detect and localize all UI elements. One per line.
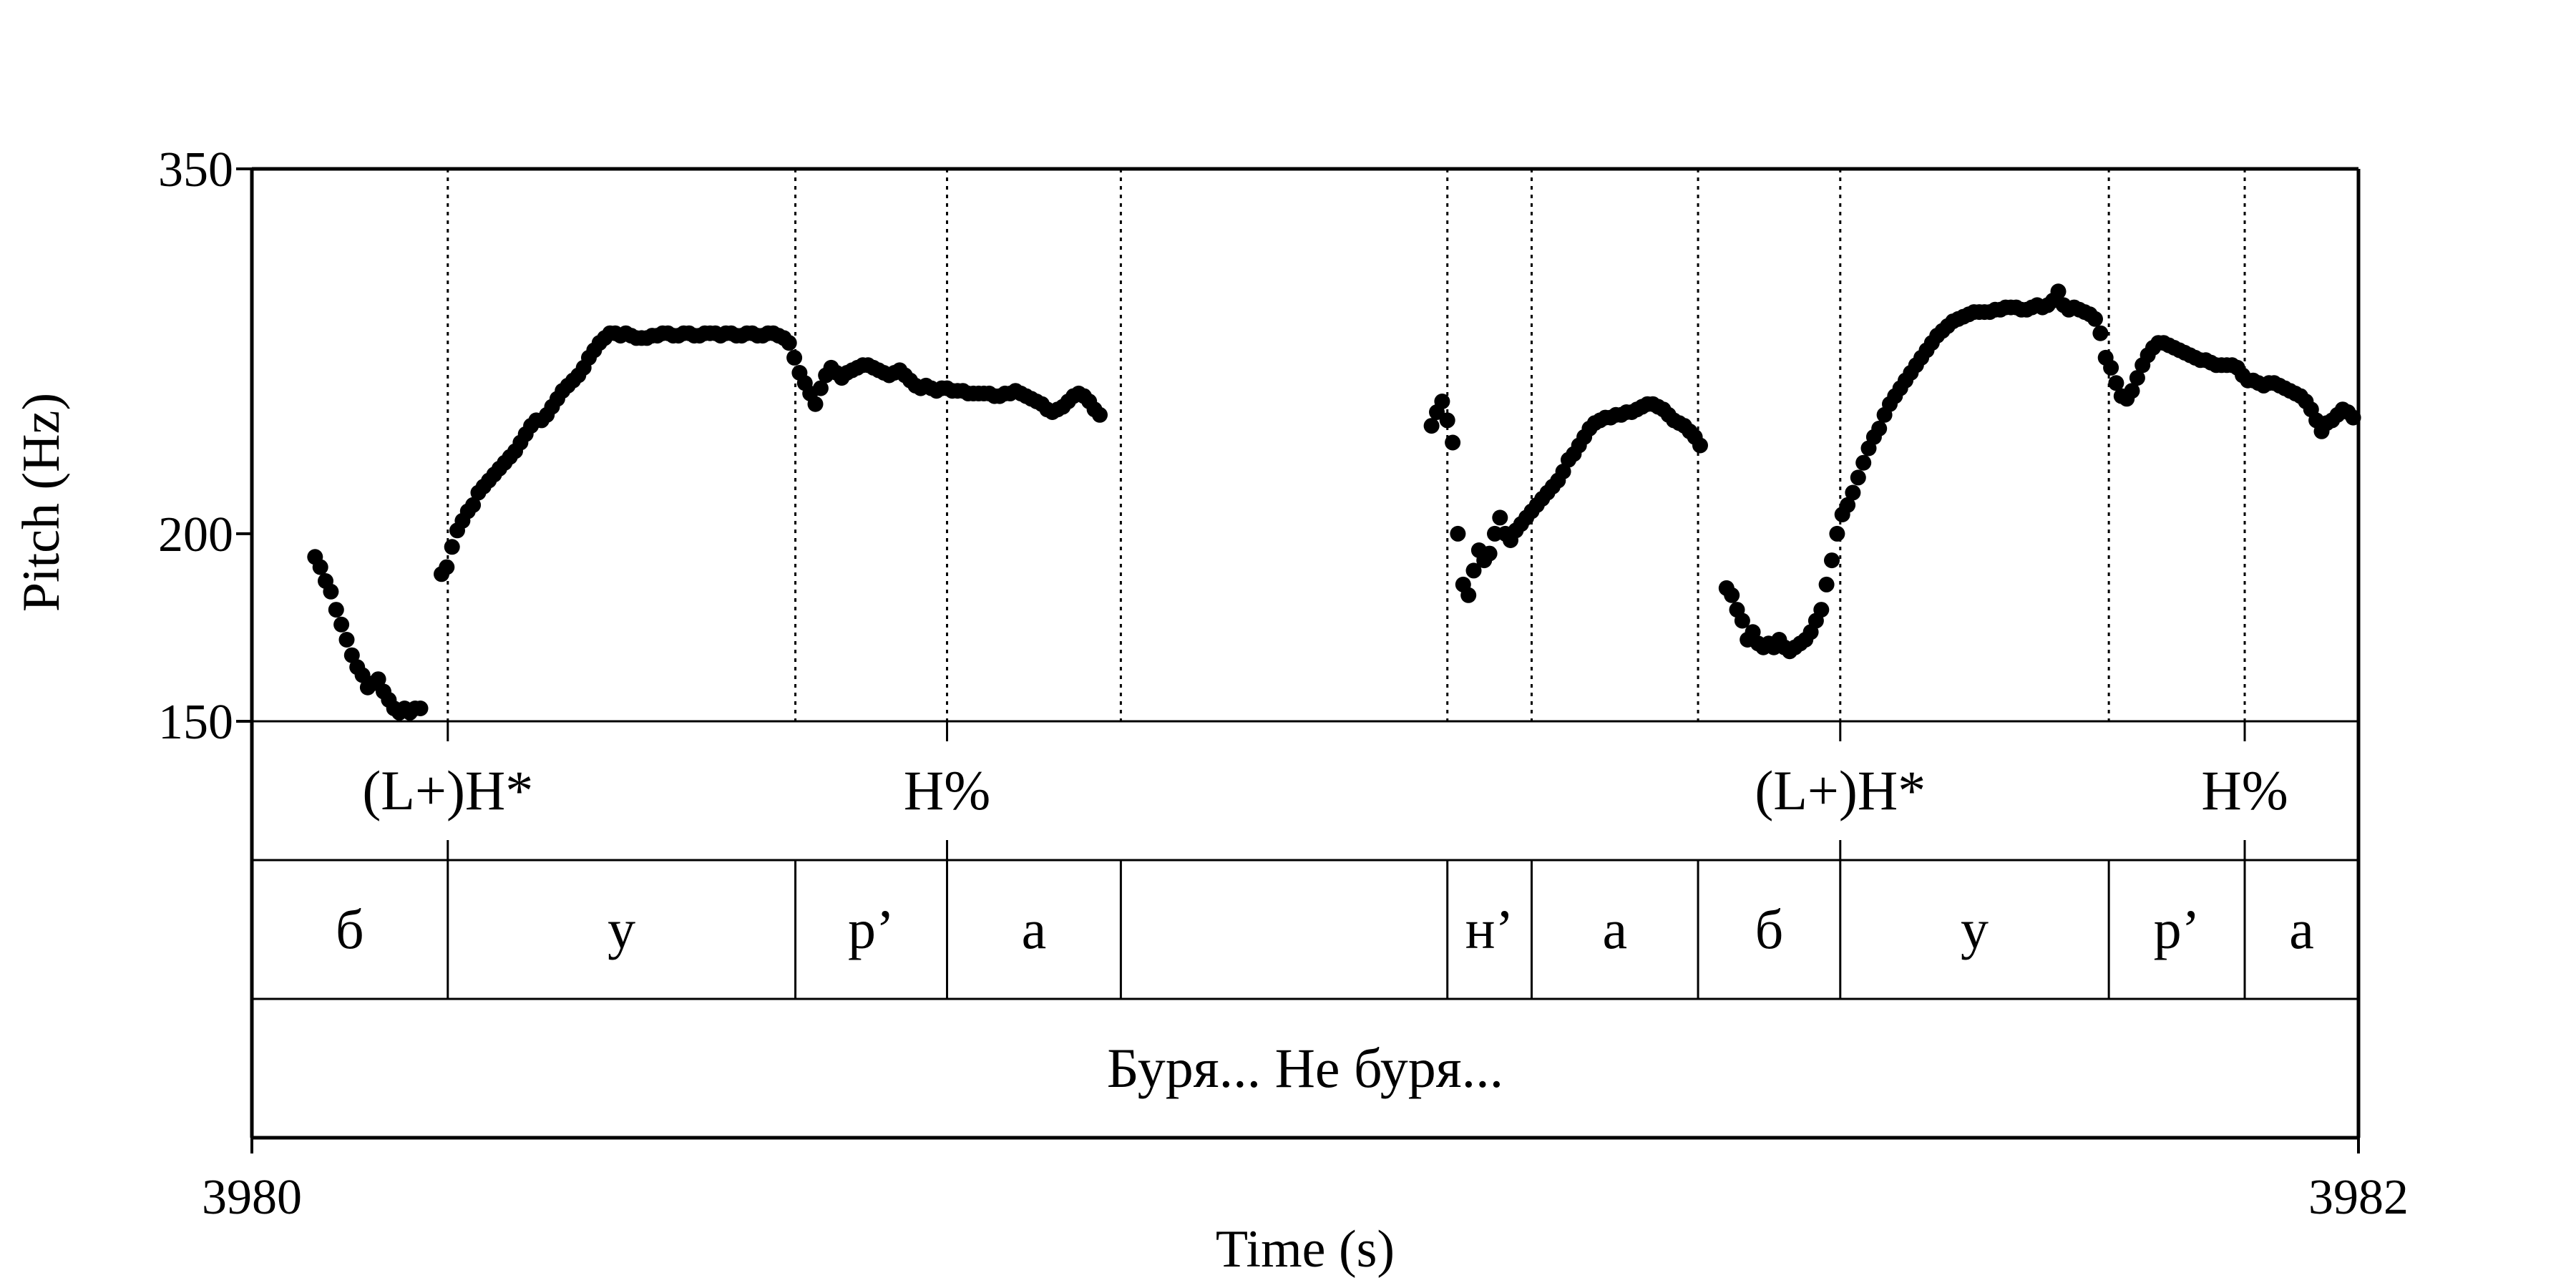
x-tick-label: 3980 bbox=[202, 1170, 302, 1225]
pitch-point bbox=[2087, 311, 2103, 327]
y-axis-title: Pitch (Hz) bbox=[12, 393, 71, 612]
segment-label: б bbox=[336, 898, 364, 960]
word-label: Буря... Не буря... bbox=[1107, 1037, 1503, 1099]
pitch-point bbox=[444, 539, 460, 555]
pitch-point bbox=[1460, 587, 1477, 603]
pitch-point bbox=[2124, 383, 2140, 399]
pitch-point bbox=[338, 632, 355, 648]
pitch-point bbox=[1829, 525, 1845, 542]
pitch-point bbox=[1423, 418, 1440, 434]
pitch-point bbox=[1492, 509, 1508, 526]
pitch-point bbox=[2108, 375, 2124, 391]
pitch-point bbox=[1465, 562, 1482, 579]
pitch-point bbox=[1445, 434, 1461, 451]
pitch-point bbox=[1555, 464, 1571, 479]
pitch-points bbox=[307, 283, 2361, 721]
pitch-point bbox=[807, 396, 824, 412]
pitch-point bbox=[370, 671, 386, 688]
pitch-point bbox=[1871, 420, 1888, 436]
tone-label: H% bbox=[2201, 759, 2288, 821]
segment-label: б bbox=[1755, 898, 1784, 960]
pitch-point bbox=[2129, 370, 2145, 386]
segment-label: у bbox=[1961, 898, 1989, 960]
tone-label: H% bbox=[904, 759, 990, 821]
x-tick-label: 3982 bbox=[2308, 1170, 2409, 1225]
pitch-point bbox=[1850, 469, 1866, 486]
segment-label: р’ bbox=[848, 898, 894, 960]
pitch-point bbox=[333, 616, 350, 633]
y-tick-label: 350 bbox=[158, 142, 233, 197]
segment-label: у bbox=[608, 898, 635, 960]
pitch-point bbox=[328, 602, 344, 618]
y-tick-label: 150 bbox=[158, 695, 233, 750]
pitch-point bbox=[2050, 283, 2067, 300]
pitch-point bbox=[1450, 525, 1466, 542]
pitch-point bbox=[1818, 576, 1835, 592]
pitch-point bbox=[1692, 437, 1708, 454]
pitch-point bbox=[439, 559, 455, 575]
segment-label: а bbox=[1022, 898, 1047, 960]
pitch-point bbox=[1481, 545, 1498, 562]
pitch-point bbox=[786, 349, 803, 366]
pitch-point bbox=[465, 497, 482, 513]
pitch-point bbox=[343, 647, 360, 663]
segment-label: а bbox=[2289, 898, 2314, 960]
tone-label: (L+)H* bbox=[1755, 759, 1926, 821]
labels-layer: (L+)H* H% (L+)H* H% б у р’ а н’ а б у р’ а Буря... Не … bbox=[12, 142, 2409, 1279]
pitch-point bbox=[2092, 325, 2109, 341]
tone-label: (L+)H* bbox=[362, 759, 533, 821]
pitch-point bbox=[323, 583, 339, 600]
x-axis-title: Time (s) bbox=[1216, 1220, 1395, 1279]
pitch-point bbox=[1813, 602, 1830, 618]
pitch-point bbox=[1439, 412, 1455, 429]
pitch-point bbox=[412, 701, 429, 716]
pitch-point bbox=[1724, 587, 1740, 603]
segment-label: р’ bbox=[2154, 898, 2200, 960]
pitch-point bbox=[1855, 454, 1872, 471]
pitch-point bbox=[781, 335, 797, 351]
pitch-point bbox=[812, 380, 829, 396]
y-tick-label: 200 bbox=[158, 507, 233, 562]
pitch-point bbox=[1734, 613, 1750, 629]
pitch-point bbox=[1434, 394, 1450, 409]
segment-label: а bbox=[1602, 898, 1627, 960]
pitch-point bbox=[1092, 406, 1108, 423]
pitch-point bbox=[1845, 484, 1861, 501]
plot-frame bbox=[236, 167, 2361, 1153]
pitch-point bbox=[1840, 497, 1856, 513]
segment-label: н’ bbox=[1465, 898, 1514, 960]
segment-boundary-layer bbox=[447, 169, 2246, 721]
pitch-point bbox=[2103, 359, 2119, 376]
pitch-point bbox=[1824, 552, 1840, 569]
pitch-point bbox=[312, 559, 328, 575]
